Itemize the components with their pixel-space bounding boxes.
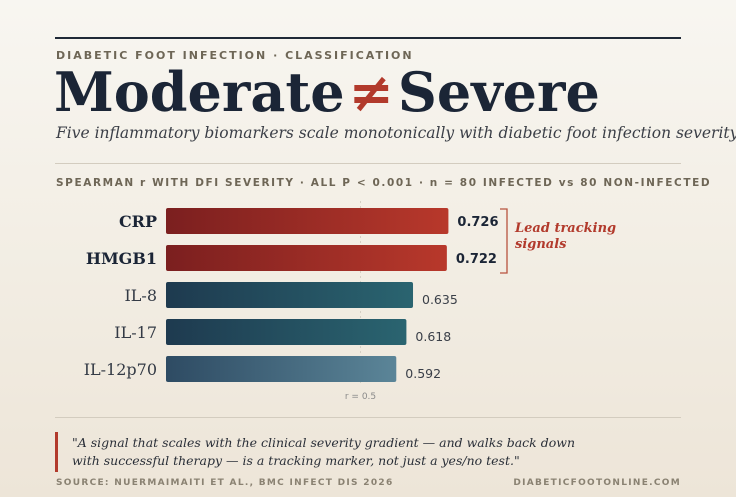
title-left: Moderate [54, 60, 345, 124]
category-label: IL-8 [124, 286, 157, 305]
pull-quote: "A signal that scales with the clinical … [72, 435, 575, 468]
divider-bottom [55, 417, 681, 418]
page-title: Moderate≠Severe [54, 57, 600, 127]
category-label: HMGB1 [86, 249, 157, 268]
value-label: 0.635 [422, 292, 458, 307]
bar-il-8 [166, 282, 414, 308]
highlight-bracket [500, 208, 508, 274]
source-credit: SOURCE: NUERMAIMAITI ET AL., BMC INFECT … [56, 478, 394, 488]
reference-line-label: r = 0.5 [345, 392, 376, 402]
category-label: IL-17 [114, 323, 157, 342]
title-right: Severe [397, 60, 600, 124]
annotation-lead-tracking: Lead tracking signals [515, 221, 617, 252]
category-label: IL-12p70 [84, 360, 157, 379]
not-equal-symbol: ≠ [348, 60, 394, 124]
value-label: 0.618 [415, 329, 451, 344]
bar-il-12p70 [166, 356, 397, 382]
category-label: CRP [119, 212, 157, 231]
chart-kicker: SPEARMAN r WITH DFI SEVERITY · ALL P < 0… [56, 177, 712, 189]
bar-il-17 [166, 319, 407, 345]
bar-hmgb1 [166, 245, 447, 271]
bar-chart: r = 0.5 CRP 0.726 HMGB1 0.722 IL-8 0.635 IL-17 0… [84, 201, 508, 402]
site-link[interactable]: DIABETICFOOTONLINE.COM [513, 478, 681, 488]
bar-crp [166, 208, 449, 234]
value-label: 0.592 [405, 366, 441, 381]
subtitle: Five inflammatory biomarkers scale monot… [56, 124, 736, 142]
divider [55, 163, 681, 164]
kicker: DIABETIC FOOT INFECTION · CLASSIFICATION [56, 49, 414, 62]
top-rule [55, 37, 681, 39]
value-label: 0.722 [456, 252, 497, 267]
value-label: 0.726 [457, 215, 498, 230]
quote-accent-bar [55, 432, 58, 472]
